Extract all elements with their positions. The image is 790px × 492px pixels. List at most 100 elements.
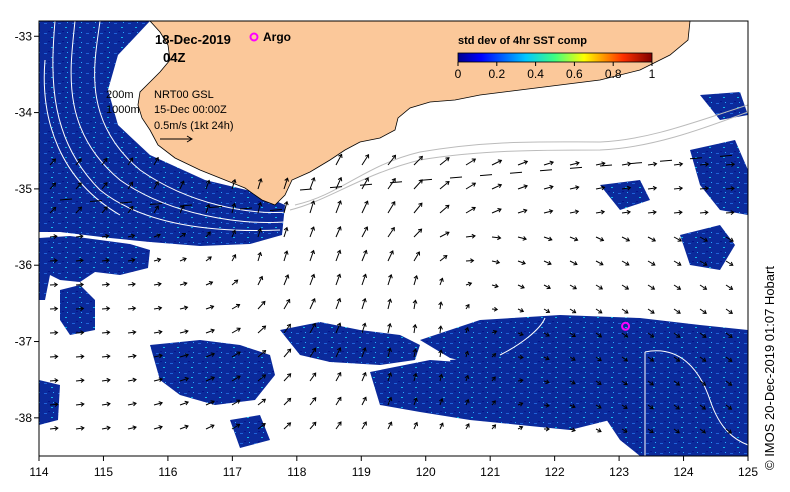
- current-vector-head: [494, 283, 499, 289]
- current-vector: [725, 380, 732, 386]
- current-vector-head: [675, 381, 681, 386]
- contour-shelf-east: [289, 111, 748, 211]
- contour-label-200m: 200m: [106, 89, 134, 101]
- current-vector: [335, 200, 342, 214]
- current-vector: [127, 426, 137, 430]
- current-vector-head: [131, 282, 136, 287]
- current-vector-head: [497, 207, 502, 213]
- current-vector: [621, 428, 628, 433]
- current-vector: [75, 379, 84, 382]
- current-vector: [465, 375, 469, 382]
- current-vector-head: [519, 331, 524, 337]
- current-vector: [205, 204, 210, 214]
- current-vector: [465, 207, 476, 214]
- current-vector: [205, 256, 212, 262]
- current-vector-head: [701, 381, 707, 386]
- current-vector-head: [363, 226, 369, 231]
- current-vector-head: [518, 425, 524, 431]
- current-vector: [699, 332, 707, 338]
- current-vector-head: [597, 357, 602, 362]
- current-vector-head: [51, 158, 57, 163]
- current-vector: [465, 235, 476, 238]
- current-vector: [309, 372, 317, 382]
- current-vector: [621, 308, 629, 314]
- plot-frame: [38, 20, 749, 457]
- current-vector: [517, 160, 528, 166]
- current-vector: [179, 204, 193, 207]
- current-vector: [257, 423, 266, 430]
- current-vector-head: [491, 424, 497, 429]
- current-vector-head: [598, 285, 604, 290]
- current-vector-head: [597, 404, 602, 409]
- current-vector-head: [391, 177, 396, 183]
- current-vector: [361, 250, 367, 262]
- current-vector: [599, 164, 613, 167]
- current-date: 15-Dec 00:00Z: [154, 104, 227, 116]
- current-vector-head: [651, 237, 657, 242]
- current-vector: [179, 377, 189, 382]
- current-vector-head: [53, 282, 59, 288]
- current-vector-head: [257, 227, 263, 233]
- current-vector-head: [624, 309, 629, 314]
- current-vector: [179, 354, 189, 358]
- current-vector: [621, 162, 631, 166]
- current-vector: [257, 202, 262, 214]
- current-vector: [569, 166, 583, 169]
- current-vector-head: [337, 371, 342, 377]
- current-vector: [283, 274, 289, 286]
- current-vector-head: [412, 372, 418, 378]
- current-vector-head: [233, 279, 239, 284]
- x-tick-label: 122: [545, 465, 565, 479]
- legend-tick-label: 1: [649, 67, 656, 81]
- current-vector-head: [493, 306, 499, 312]
- current-vector-head: [625, 261, 630, 266]
- current-vector-head: [79, 234, 84, 239]
- current-vector: [239, 207, 253, 210]
- current-vector: [283, 178, 289, 190]
- current-vector-head: [702, 357, 707, 362]
- current-vector-head: [652, 209, 657, 215]
- current-vector: [257, 276, 263, 286]
- y-axis: -33 -34 -35 -36 -37 -38: [15, 29, 39, 425]
- current-vector-head: [106, 354, 111, 359]
- current-vector-head: [438, 301, 444, 306]
- current-vector-head: [623, 404, 628, 409]
- current-vector: [725, 428, 732, 434]
- map-date: 18-Dec-2019: [155, 32, 231, 47]
- current-vector-head: [235, 423, 241, 428]
- x-tick-label: 119: [352, 465, 371, 479]
- s-patch: [230, 415, 270, 448]
- imos-credit: © IMOS 20-Dec-2019 01:07 Hobart: [762, 266, 777, 470]
- legend-colorbar: [457, 52, 653, 63]
- current-vector-head: [54, 330, 59, 336]
- current-vector: [153, 258, 161, 262]
- current-vector: [49, 207, 57, 214]
- current-vector-head: [77, 182, 82, 187]
- current-vector: [257, 325, 266, 334]
- current-vector-head: [703, 237, 708, 242]
- current-vector: [309, 200, 315, 214]
- current-vector-head: [704, 210, 709, 215]
- current-vector-head: [182, 257, 187, 262]
- current-vector: [283, 227, 288, 238]
- current-vector-head: [311, 322, 317, 328]
- current-vector: [149, 203, 163, 205]
- current-vector-head: [54, 402, 59, 407]
- current-vector-head: [519, 354, 524, 360]
- current-vector-head: [286, 323, 291, 329]
- current-vector: [49, 379, 58, 382]
- current-vector: [673, 380, 680, 386]
- current-vector: [595, 211, 605, 214]
- current-vector: [335, 397, 342, 406]
- current-vector-head: [445, 157, 450, 162]
- current-vector: [439, 231, 450, 238]
- current-vector: [569, 260, 578, 265]
- current-vector-head: [412, 299, 418, 304]
- current-vector: [595, 428, 602, 433]
- current-vector-head: [465, 398, 470, 404]
- current-vector-head: [183, 281, 188, 287]
- current-vector-head: [337, 200, 342, 205]
- current-vector-head: [157, 305, 163, 311]
- current-vector: [673, 187, 683, 190]
- current-vector-head: [497, 159, 503, 164]
